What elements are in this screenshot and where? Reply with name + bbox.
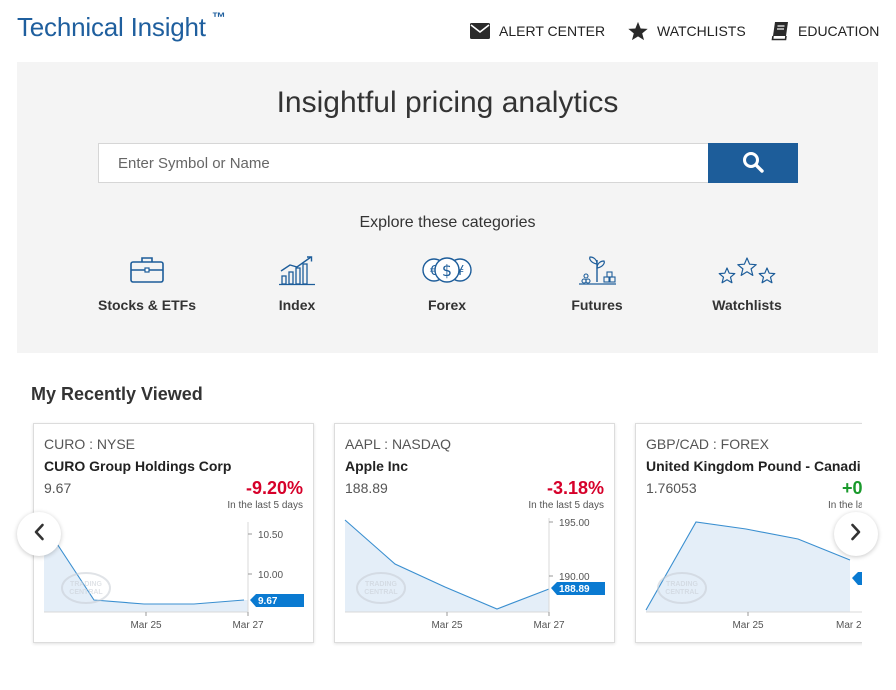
brand-name: Technical Insight [17,12,206,42]
nav-alert-center[interactable]: ALERT CENTER [469,20,605,42]
envelope-icon [469,22,491,40]
card-company-name: United Kingdom Pound - Canadi [646,458,861,474]
trading-central-watermark: TRADING CENTRAL [61,572,111,604]
y-tick-label: 190.00 [559,572,590,583]
card-price: 1.76053 [646,480,697,496]
book-icon [770,21,790,41]
last-price-tag [852,572,862,585]
bar-chart-trend-icon [222,252,372,288]
card-price: 9.67 [44,480,72,496]
category-list: Stocks & ETFs Index € ¥ $ Forex Futures Wa… [72,252,822,322]
sparkline-line [344,519,550,610]
card-change-period: In the la [828,500,862,511]
trading-central-watermark: TRADING CENTRAL [657,572,707,604]
x-tick-label: Mar 2 [836,620,862,631]
sparkline-chart: 195.00 190.00 188.89 Mar 25 Mar 27 TRADI… [344,518,605,631]
brand-logo[interactable]: Technical Insight ™ [17,9,226,43]
svg-text:$: $ [442,261,452,280]
watermark-text: TRADING [365,581,397,588]
search-icon [742,151,764,176]
search-button[interactable] [708,143,798,183]
currency-coins-icon: € ¥ $ [372,252,522,288]
card-company-name: CURO Group Holdings Corp [44,458,232,474]
card-company-name: Apple Inc [345,458,409,474]
recently-viewed-carousel: CURO : NYSE CURO Group Holdings Corp 9.6… [30,420,862,648]
category-label: Forex [427,297,467,313]
card-change-period: In the last 5 days [227,500,303,511]
watermark-text: TRADING [70,581,102,588]
nav-watchlists[interactable]: WATCHLISTS [627,20,746,42]
recently-viewed-heading: My Recently Viewed [31,384,203,404]
card-change-percent: -9.20% [245,478,303,498]
svg-text:¥: ¥ [456,264,464,279]
x-tick-label: Mar 27 [232,620,264,631]
category-stocks-etfs[interactable]: Stocks & ETFs [72,252,222,322]
nav-education[interactable]: EDUCATION [770,20,879,42]
hero-title: Insightful pricing analytics [276,86,619,119]
sparkline-area [44,524,248,612]
card-symbol: CURO : NYSE [44,436,136,452]
sparkline-chart: Mar 25 Mar 2 TRADING CENTRAL [645,521,862,631]
plant-growth-icon [522,252,672,288]
sparkline-chart: 10.50 10.00 9.67 Mar 25 Mar 27 TRADING C… [43,522,304,631]
card-change-period: In the last 5 days [528,500,604,511]
card-change-percent: +0 [842,478,862,498]
sparkline-line [645,521,851,611]
nav-education-label: EDUCATION [798,23,880,39]
three-stars-icon [672,252,822,288]
watermark-text: CENTRAL [364,589,398,596]
recent-card-aapl[interactable]: AAPL : NASDAQ Apple Inc 188.89 -3.18% In… [334,423,615,643]
chevron-right-icon [850,523,862,546]
last-price-tag [551,582,605,595]
category-futures[interactable]: Futures [522,252,672,322]
recent-card-curo[interactable]: CURO : NYSE CURO Group Holdings Corp 9.6… [33,423,314,643]
search-bar [98,143,798,183]
category-forex[interactable]: € ¥ $ Forex [372,252,522,322]
category-label: Index [278,297,316,313]
y-tick-label: 10.50 [258,530,283,541]
category-watchlists[interactable]: Watchlists [672,252,822,322]
nav-alert-center-label: ALERT CENTER [499,23,606,39]
svg-text:€: € [430,264,438,279]
carousel-prev-button[interactable] [17,512,61,556]
watermark-text: CENTRAL [69,589,103,596]
last-price-label: 188.89 [559,584,590,595]
recent-card-gbpcad[interactable]: GBP/CAD : FOREX United Kingdom Pound - C… [635,423,862,643]
sparkline-area [646,522,850,612]
card-change-percent: -3.18% [546,478,604,498]
hero-search-panel: Insightful pricing analytics Explore the… [17,62,878,353]
last-price-tag [250,594,304,607]
y-tick-label: 10.00 [258,570,283,581]
last-price-label: 9.67 [258,596,278,607]
y-tick-label: 195.00 [559,518,590,529]
chevron-left-icon [33,523,45,546]
x-tick-label: Mar 25 [130,620,162,631]
watermark-text: TRADING [666,581,698,588]
sparkline-area [345,520,549,612]
x-tick-label: Mar 27 [533,620,565,631]
category-index[interactable]: Index [222,252,372,322]
trademark-symbol: ™ [211,9,226,26]
card-price: 188.89 [345,480,388,496]
nav-watchlists-label: WATCHLISTS [657,23,746,39]
explore-categories-heading: Explore these categories [359,214,536,231]
card-symbol: GBP/CAD : FOREX [646,436,769,452]
category-label: Futures [571,297,623,313]
search-input[interactable] [98,143,709,183]
watermark-text: CENTRAL [665,589,699,596]
x-tick-label: Mar 25 [732,620,764,631]
trading-central-watermark: TRADING CENTRAL [356,572,406,604]
category-label: Watchlists [712,297,782,313]
star-icon [627,21,649,42]
x-tick-label: Mar 25 [431,620,463,631]
top-header: Technical Insight ™ ALERT CENTER WATCHLIS… [0,0,896,62]
card-symbol: AAPL : NASDAQ [345,436,452,452]
briefcase-icon [72,252,222,288]
category-label: Stocks & ETFs [97,297,197,313]
carousel-next-button[interactable] [834,512,878,556]
